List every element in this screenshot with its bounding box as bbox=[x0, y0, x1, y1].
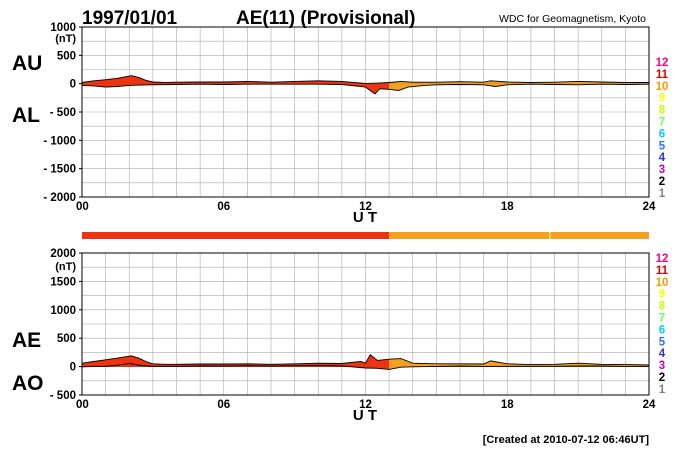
ae-label: AE bbox=[12, 329, 41, 352]
station-bar-segment-10 bbox=[389, 232, 649, 239]
ae-ao-legend-count-5: 5 bbox=[659, 336, 666, 348]
au-al-y-tick-label: 0 bbox=[70, 79, 76, 91]
al-label: AL bbox=[12, 104, 40, 127]
au-al-y-tick-label: - 1000 bbox=[43, 135, 76, 147]
au-al-legend-count-1: 1 bbox=[659, 188, 666, 200]
au-al-x-tick-label: 24 bbox=[643, 201, 656, 213]
ae-ao-legend-count-1: 1 bbox=[659, 384, 666, 396]
ae-ao-y-tick-label: 500 bbox=[57, 333, 76, 345]
ae-ao-y-tick-label: 1000 bbox=[50, 305, 76, 317]
ae-ao-legend-count-9: 9 bbox=[659, 289, 665, 301]
au-al-y-tick-label: - 1500 bbox=[43, 164, 76, 176]
au-al-unit-label: (nT) bbox=[55, 33, 76, 45]
au-al-x-tick-label: 18 bbox=[501, 201, 514, 213]
au-line bbox=[81, 75, 649, 84]
au-al-y-tick-label: - 2000 bbox=[43, 192, 76, 204]
ae-ao-legend-count-4: 4 bbox=[659, 348, 666, 360]
ae-line bbox=[81, 354, 650, 366]
station-count-bar bbox=[82, 232, 649, 239]
au-al-x-axis-label: U T bbox=[353, 209, 377, 226]
source-label: WDC for Geomagnetism, Kyoto bbox=[499, 13, 646, 25]
ae-ao-ao-area-before bbox=[82, 363, 390, 370]
ae-ao-y-tick-label: 1500 bbox=[50, 276, 76, 288]
created-timestamp: [Created at 2010-07-12 06:46UT] bbox=[483, 434, 650, 446]
ae-ao-x-tick-label: 24 bbox=[643, 399, 656, 411]
ae-ao-y-tick-label: 2000 bbox=[50, 248, 76, 260]
ae-ao-y-tick-label: - 500 bbox=[50, 390, 76, 402]
ae-ao-unit-label: (nT) bbox=[55, 261, 76, 273]
au-al-legend-count-8: 8 bbox=[659, 105, 666, 117]
ae-ao-legend-count-12: 12 bbox=[656, 253, 669, 265]
au-al-grid bbox=[82, 27, 649, 197]
au-al-y-tick-label: 1000 bbox=[50, 22, 76, 34]
au-al-y-ticks: 1000 500 0 - 500 - 1000 - 1500 - 2000 bbox=[43, 22, 82, 204]
au-al-legend-count-9: 9 bbox=[659, 93, 665, 105]
ae-ao-y-tick-label: 0 bbox=[70, 362, 76, 374]
au-al-x-ticks: 00 06 12 18 24 bbox=[76, 201, 656, 213]
ae-ao-frame bbox=[81, 252, 650, 396]
ao-line bbox=[81, 363, 650, 370]
date-label: 1997/01/01 bbox=[82, 8, 178, 29]
au-al-legend-count-2: 2 bbox=[659, 176, 665, 188]
ae-ao-legend-count-3: 3 bbox=[659, 360, 665, 372]
au-al-legend-count-11: 11 bbox=[656, 69, 669, 81]
ae-ao-legend-count-11: 11 bbox=[656, 265, 669, 277]
au-al-x-tick-label: 00 bbox=[76, 201, 89, 213]
au-al-legend-count-7: 7 bbox=[659, 117, 665, 129]
ae-ao-legend-count-6: 6 bbox=[659, 324, 665, 336]
au-al-x-tick-label: 12 bbox=[359, 201, 372, 213]
au-al-legend-count-4: 4 bbox=[659, 152, 666, 164]
ae-ao-x-axis-label: U T bbox=[353, 407, 377, 424]
au-al-al-area-before bbox=[82, 83, 390, 94]
chart-title: AE(11) (Provisional) bbox=[236, 8, 416, 29]
ae-ao-lines bbox=[81, 354, 650, 370]
ae-ao-grid bbox=[82, 253, 649, 395]
ae-ao-legend-count-8: 8 bbox=[659, 301, 666, 313]
au-label: AU bbox=[12, 52, 42, 75]
au-al-legend-count-5: 5 bbox=[659, 140, 666, 152]
ae-ao-x-tick-label: 06 bbox=[217, 399, 230, 411]
ae-ao-x-tick-label: 12 bbox=[359, 399, 372, 411]
au-al-lines bbox=[81, 75, 650, 95]
au-al-legend-count-6: 6 bbox=[659, 128, 665, 140]
au-al-legend-count-12: 12 bbox=[656, 57, 669, 69]
ae-ao-x-tick-label: 18 bbox=[501, 399, 514, 411]
au-al-legend-count-3: 3 bbox=[659, 164, 665, 176]
ae-ao-y-ticks: 2000 1500 1000 500 0 - 500 bbox=[50, 248, 82, 402]
ae-ao-legend-count-7: 7 bbox=[659, 313, 665, 325]
al-line bbox=[81, 83, 650, 95]
ae-ao-x-ticks: 00 06 12 18 24 bbox=[76, 399, 656, 411]
ao-label: AO bbox=[12, 372, 44, 395]
au-al-legend-count-10: 10 bbox=[656, 81, 669, 93]
ae-ao-legend-count-10: 10 bbox=[656, 277, 669, 289]
au-al-x-tick-label: 06 bbox=[217, 201, 230, 213]
ae-ao-x-tick-label: 00 bbox=[76, 399, 89, 411]
ae-ao-ae-area-after bbox=[389, 358, 649, 367]
au-al-y-tick-label: 500 bbox=[57, 50, 76, 62]
station-bar-segment-11 bbox=[82, 232, 390, 239]
ae-ao-legend-count-2: 2 bbox=[659, 372, 665, 384]
au-al-y-tick-label: - 500 bbox=[50, 107, 76, 119]
au-al-au-area-before bbox=[82, 75, 390, 84]
